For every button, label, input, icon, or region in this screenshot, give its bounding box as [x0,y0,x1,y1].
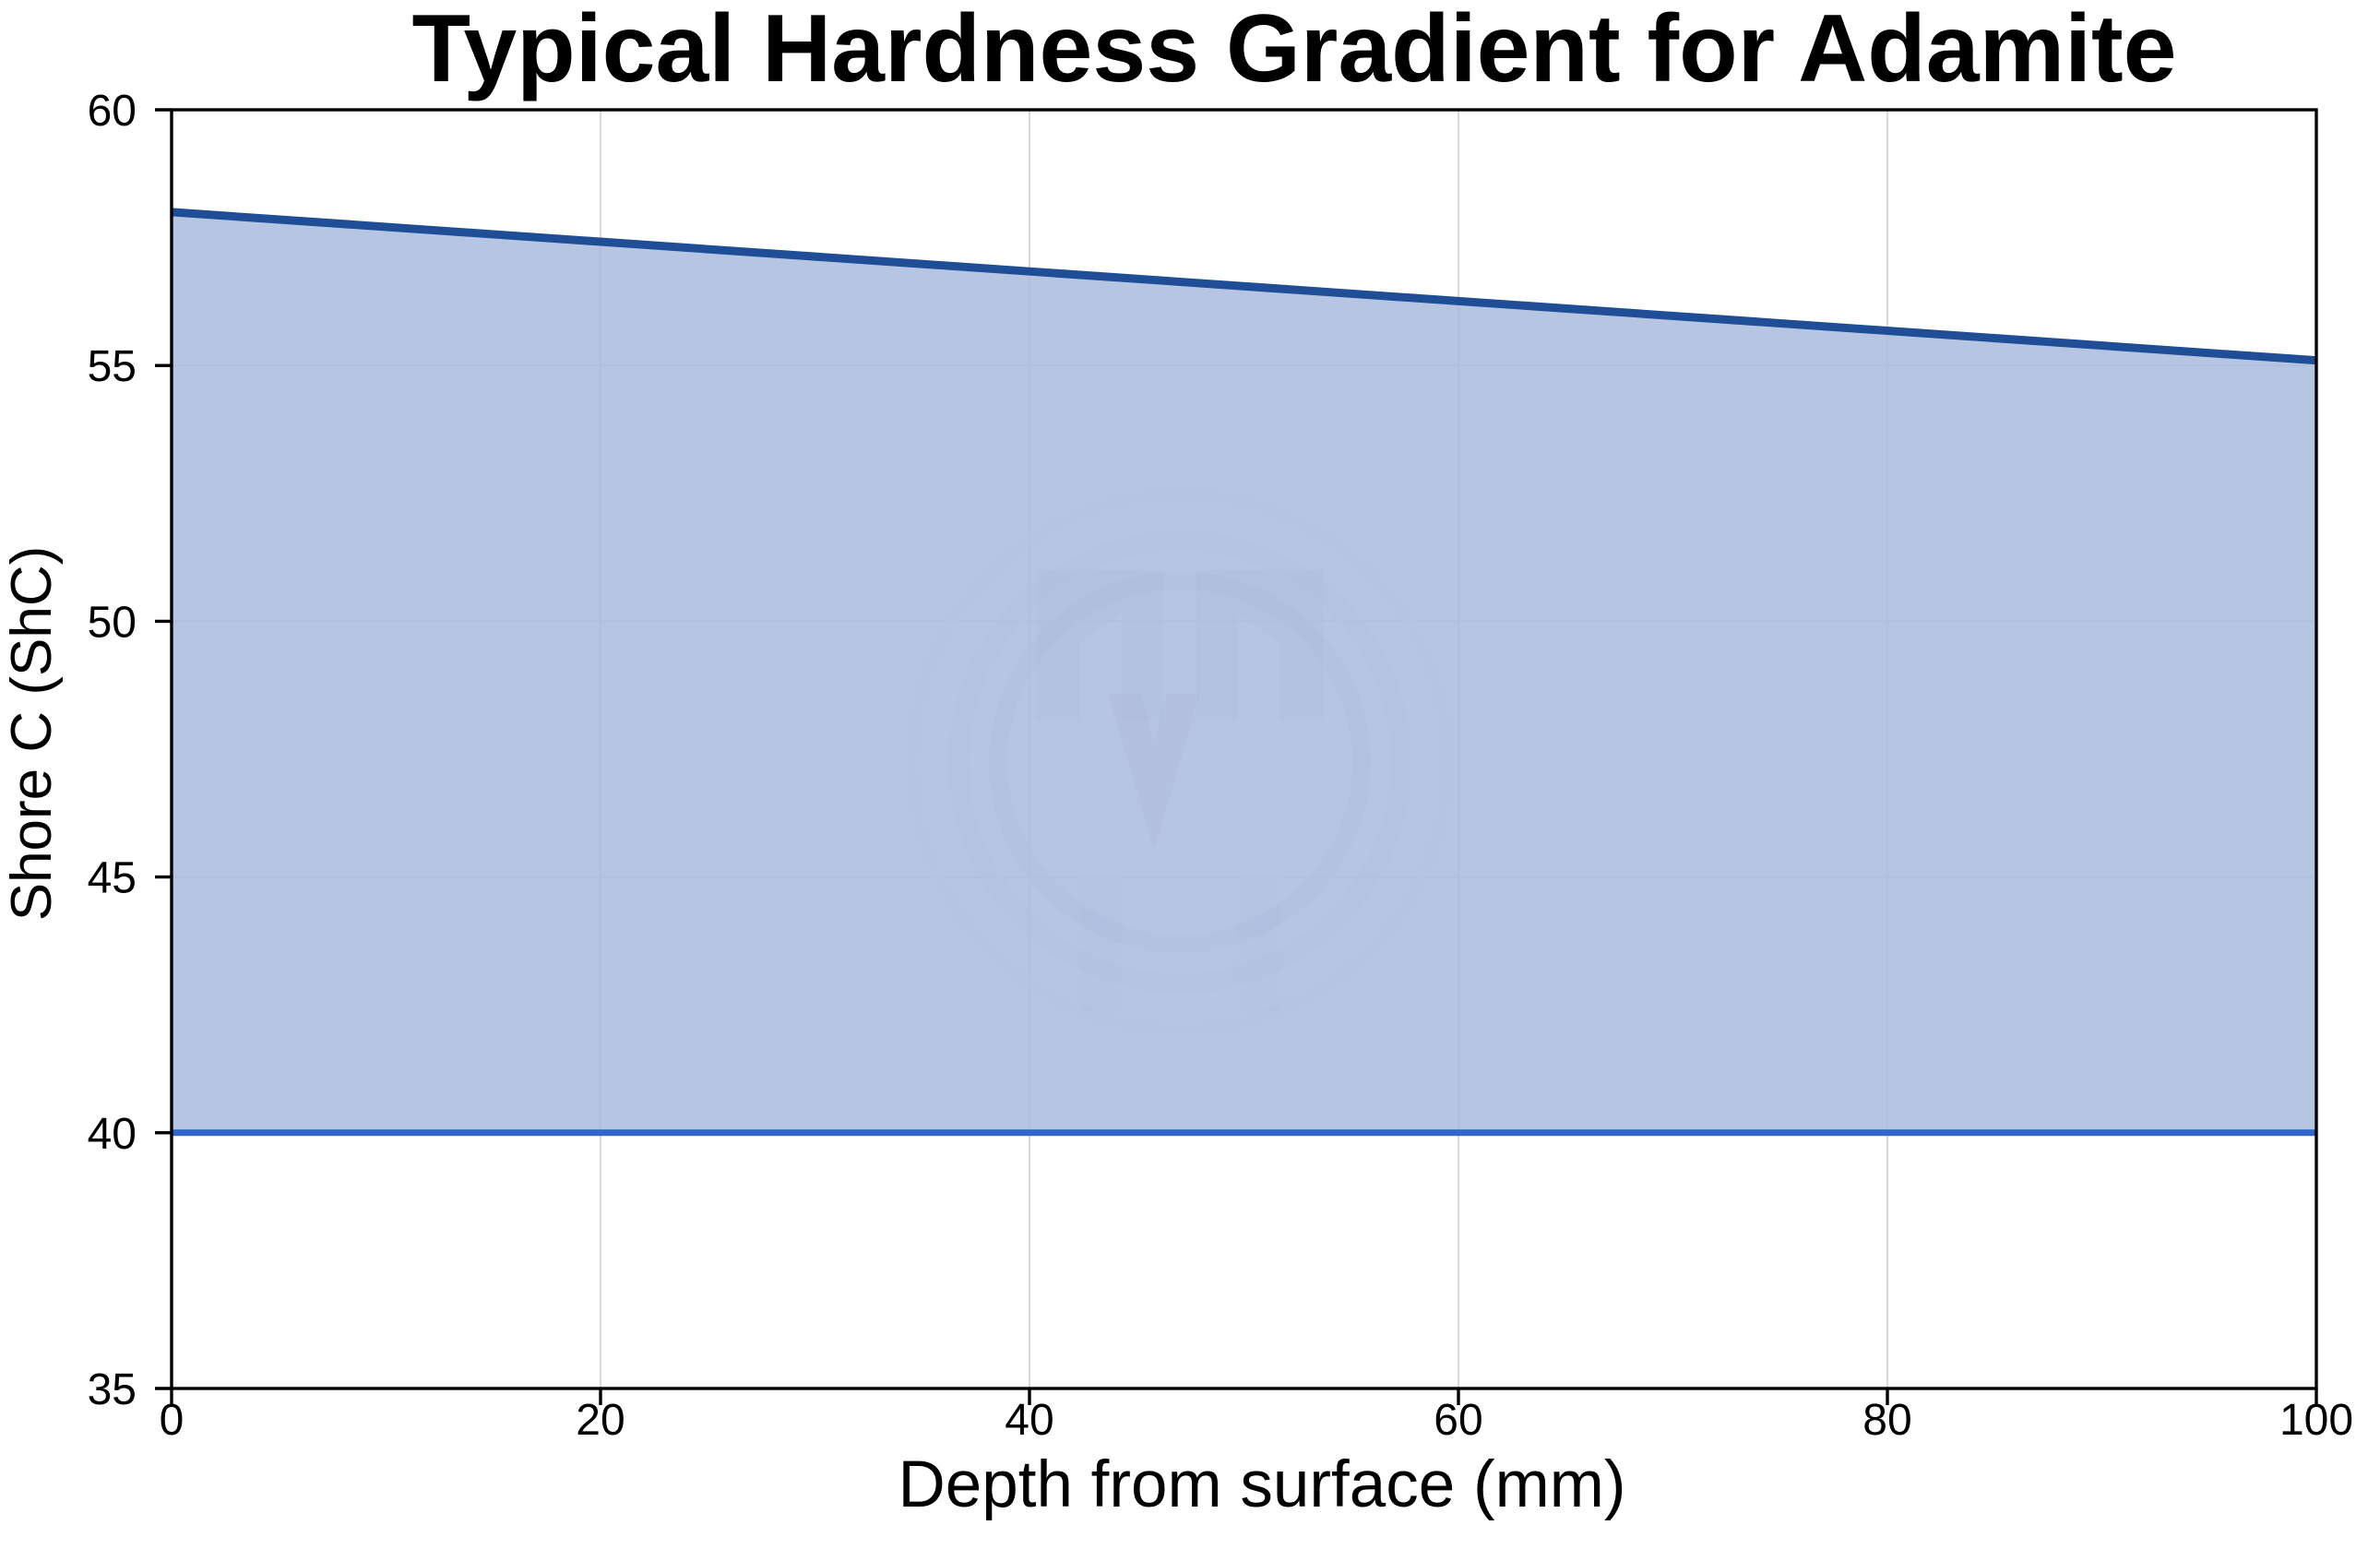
svg-text:Typical Hardness Gradient for: Typical Hardness Gradient for Adamite [412,0,2177,102]
svg-text:Shore C (ShC): Shore C (ShC) [0,546,64,922]
svg-text:60: 60 [1434,1396,1482,1445]
svg-text:50: 50 [88,598,137,647]
svg-text:60: 60 [88,87,137,136]
svg-text:40: 40 [1005,1396,1053,1445]
svg-text:55: 55 [88,342,137,391]
svg-text:80: 80 [1862,1396,1911,1445]
svg-text:45: 45 [88,854,137,903]
svg-text:35: 35 [88,1365,137,1414]
svg-text:0: 0 [160,1396,184,1445]
svg-text:Depth from surface (mm): Depth from surface (mm) [898,1448,1625,1521]
svg-text:20: 20 [576,1396,625,1445]
svg-text:100: 100 [2279,1396,2353,1445]
svg-text:40: 40 [88,1110,137,1159]
